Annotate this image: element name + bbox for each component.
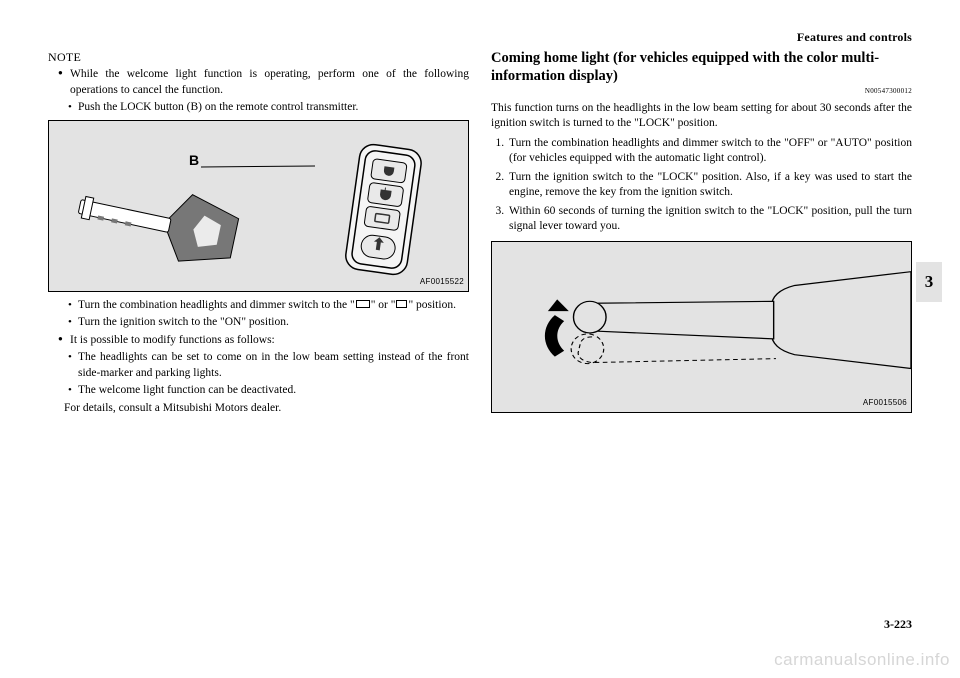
note-label: NOTE [48,49,469,65]
manual-page: Features and controls NOTE While the wel… [0,0,960,678]
page-number: 3-223 [884,617,912,632]
note-list-continued: Turn the combination headlights and dimm… [48,298,469,417]
headlight-symbol-1-icon [356,300,370,308]
watermark: carmanualsonline.info [774,650,950,670]
two-column-layout: NOTE While the welcome light function is… [48,49,912,419]
running-header: Features and controls [48,30,912,45]
remote-fob-icon [344,143,430,283]
note-item-1d: Turn the ignition switch to the "ON" pos… [68,315,469,331]
section-doc-id: N00547300012 [491,87,912,96]
procedure-steps: Turn the combination headlights and dimm… [491,136,912,235]
section-heading: Coming home light (for vehicles equipped… [491,49,912,85]
figure-signal-lever: AF0015506 [491,241,912,413]
note-item-2: It is possible to modify functions as fo… [58,333,469,349]
note-item-1-sublist: Push the LOCK button (B) on the remote c… [58,100,469,116]
step-1: Turn the combination headlights and dimm… [507,136,912,167]
note-item-1: While the welcome light function is oper… [58,67,469,98]
note-item-1a: Push the LOCK button (B) on the remote c… [68,100,469,116]
note-1c-text-a: Turn the combination headlights and dimm… [78,299,355,311]
note-item-3: For details, consult a Mitsubishi Motors… [58,401,469,417]
right-column: Coming home light (for vehicles equipped… [491,49,912,419]
note-item-2a: The headlights can be set to come on in … [68,350,469,381]
chapter-tab: 3 [916,262,942,302]
step-3: Within 60 seconds of turning the ignitio… [507,204,912,235]
figure-id-1: AF0015522 [420,277,464,288]
figure-id-2: AF0015506 [863,398,907,409]
step-2: Turn the ignition switch to the "LOCK" p… [507,170,912,201]
signal-lever-icon [492,242,911,412]
intro-paragraph: This function turns on the headlights in… [491,101,912,132]
note-1c-text-b: " or " [371,299,396,311]
note-list: While the welcome light function is oper… [48,67,469,116]
headlight-symbol-2-icon [396,300,407,308]
note-item-2-sublist: The headlights can be set to come on in … [58,350,469,399]
note-1c-text-c: " position. [408,299,456,311]
note-item-1c: Turn the combination headlights and dimm… [68,298,469,314]
note-item-1-sublist-2: Turn the combination headlights and dimm… [58,298,469,331]
left-column: NOTE While the welcome light function is… [48,49,469,419]
car-key-icon [67,183,257,273]
note-item-2b: The welcome light function can be deacti… [68,383,469,399]
figure-key-fob: B [48,120,469,292]
